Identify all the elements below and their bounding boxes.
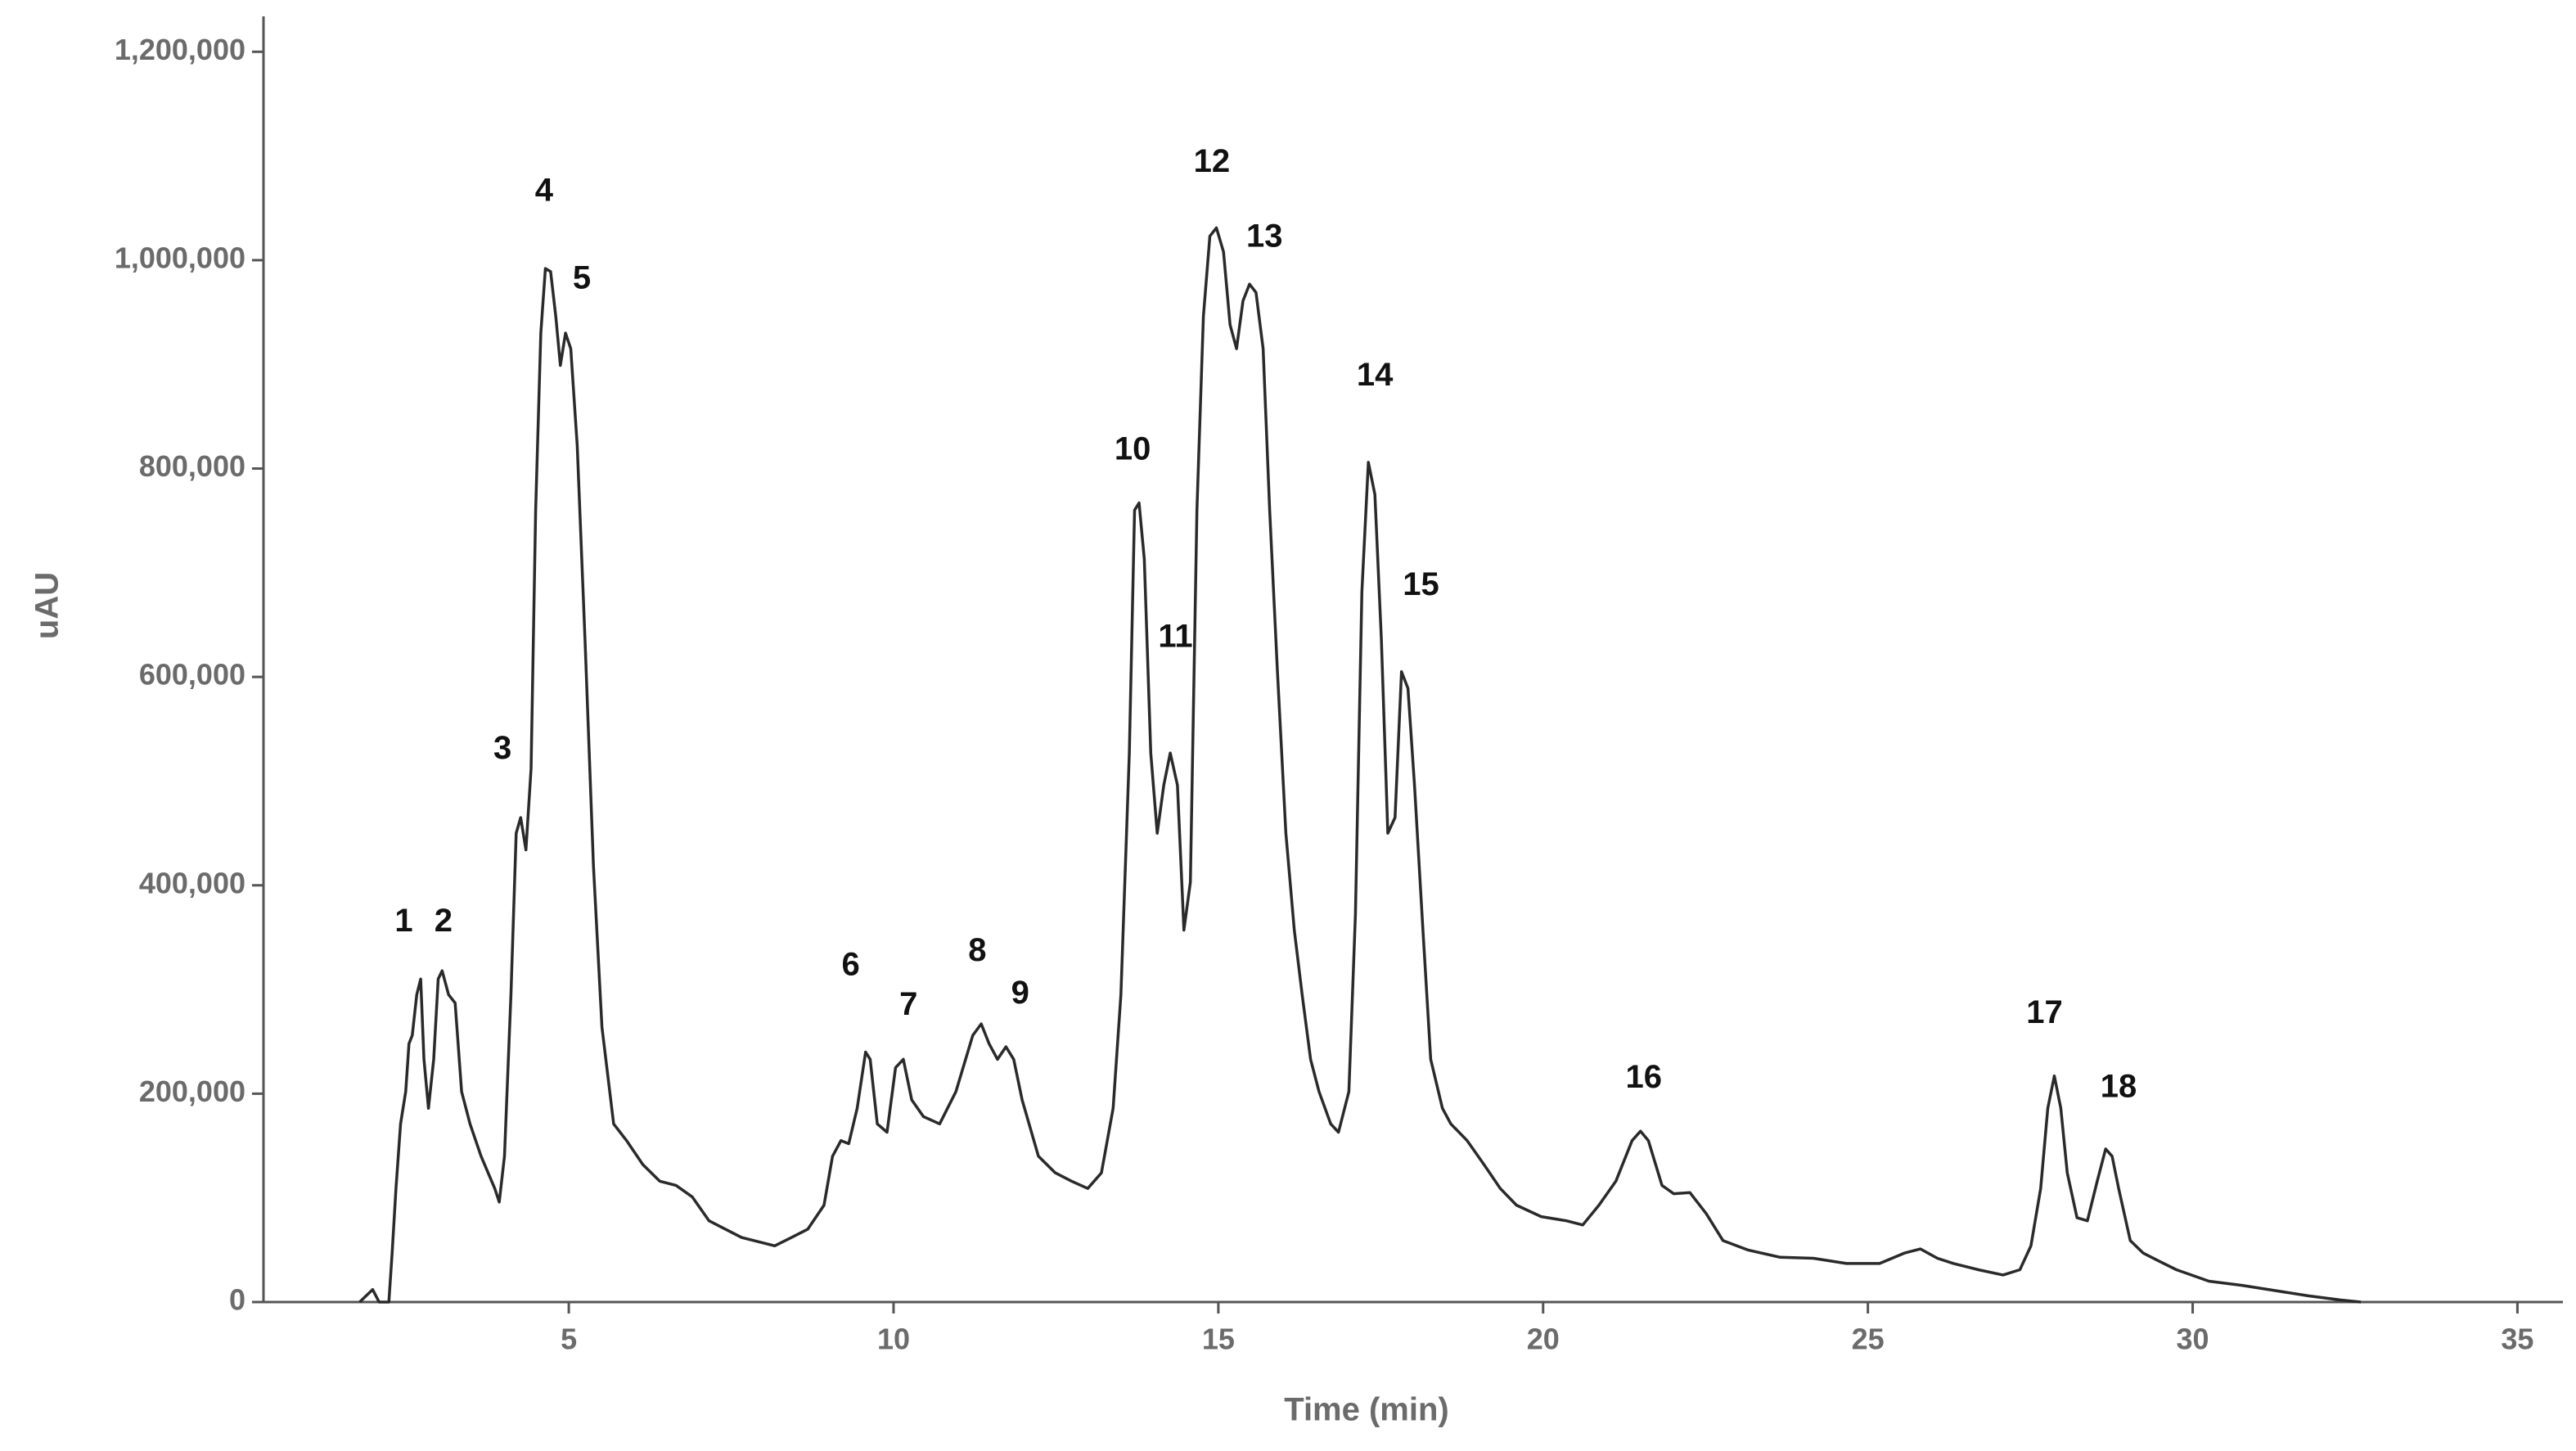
peak-label: 7 bbox=[899, 986, 917, 1022]
y-tick-label: 0 bbox=[229, 1283, 245, 1317]
chromatogram-line bbox=[358, 226, 2362, 1304]
peak-label: 11 bbox=[1158, 619, 1192, 655]
x-tick-label: 35 bbox=[2501, 1323, 2533, 1356]
peak-label: 17 bbox=[2026, 994, 2063, 1030]
x-tick-label: 15 bbox=[1202, 1323, 1235, 1356]
peak-label: 12 bbox=[1194, 143, 1231, 179]
peak-label: 13 bbox=[1246, 219, 1283, 255]
y-tick-label: 200,000 bbox=[139, 1075, 245, 1108]
peak-label: 3 bbox=[493, 730, 511, 766]
peak-label: 14 bbox=[1357, 357, 1394, 393]
x-tick-label: 10 bbox=[877, 1323, 910, 1356]
peak-label: 10 bbox=[1115, 430, 1151, 466]
peak-label: 1 bbox=[394, 903, 412, 939]
peak-label: 15 bbox=[1403, 566, 1439, 602]
y-tick-label: 600,000 bbox=[139, 658, 245, 692]
y-tick-label: 1,000,000 bbox=[115, 241, 245, 274]
peak-label: 2 bbox=[435, 903, 453, 939]
x-tick-label: 20 bbox=[1527, 1323, 1560, 1356]
x-tick-label: 5 bbox=[561, 1323, 577, 1356]
peak-label: 8 bbox=[968, 932, 986, 968]
peak-label: 16 bbox=[1626, 1059, 1663, 1095]
y-tick-label: 400,000 bbox=[139, 866, 245, 899]
peak-label: 18 bbox=[2101, 1069, 2137, 1105]
peak-label: 6 bbox=[841, 947, 859, 983]
x-tick-label: 25 bbox=[1852, 1323, 1885, 1356]
y-axis-label: uAU bbox=[29, 572, 65, 639]
y-tick-label: 800,000 bbox=[139, 449, 245, 483]
peak-label: 5 bbox=[573, 260, 591, 296]
peak-label: 4 bbox=[535, 173, 554, 209]
x-axis-label: Time (min) bbox=[1284, 1392, 1449, 1428]
y-tick-label: 1,200,000 bbox=[115, 33, 245, 66]
peak-label: 9 bbox=[1011, 975, 1029, 1011]
x-tick-label: 30 bbox=[2177, 1323, 2209, 1356]
